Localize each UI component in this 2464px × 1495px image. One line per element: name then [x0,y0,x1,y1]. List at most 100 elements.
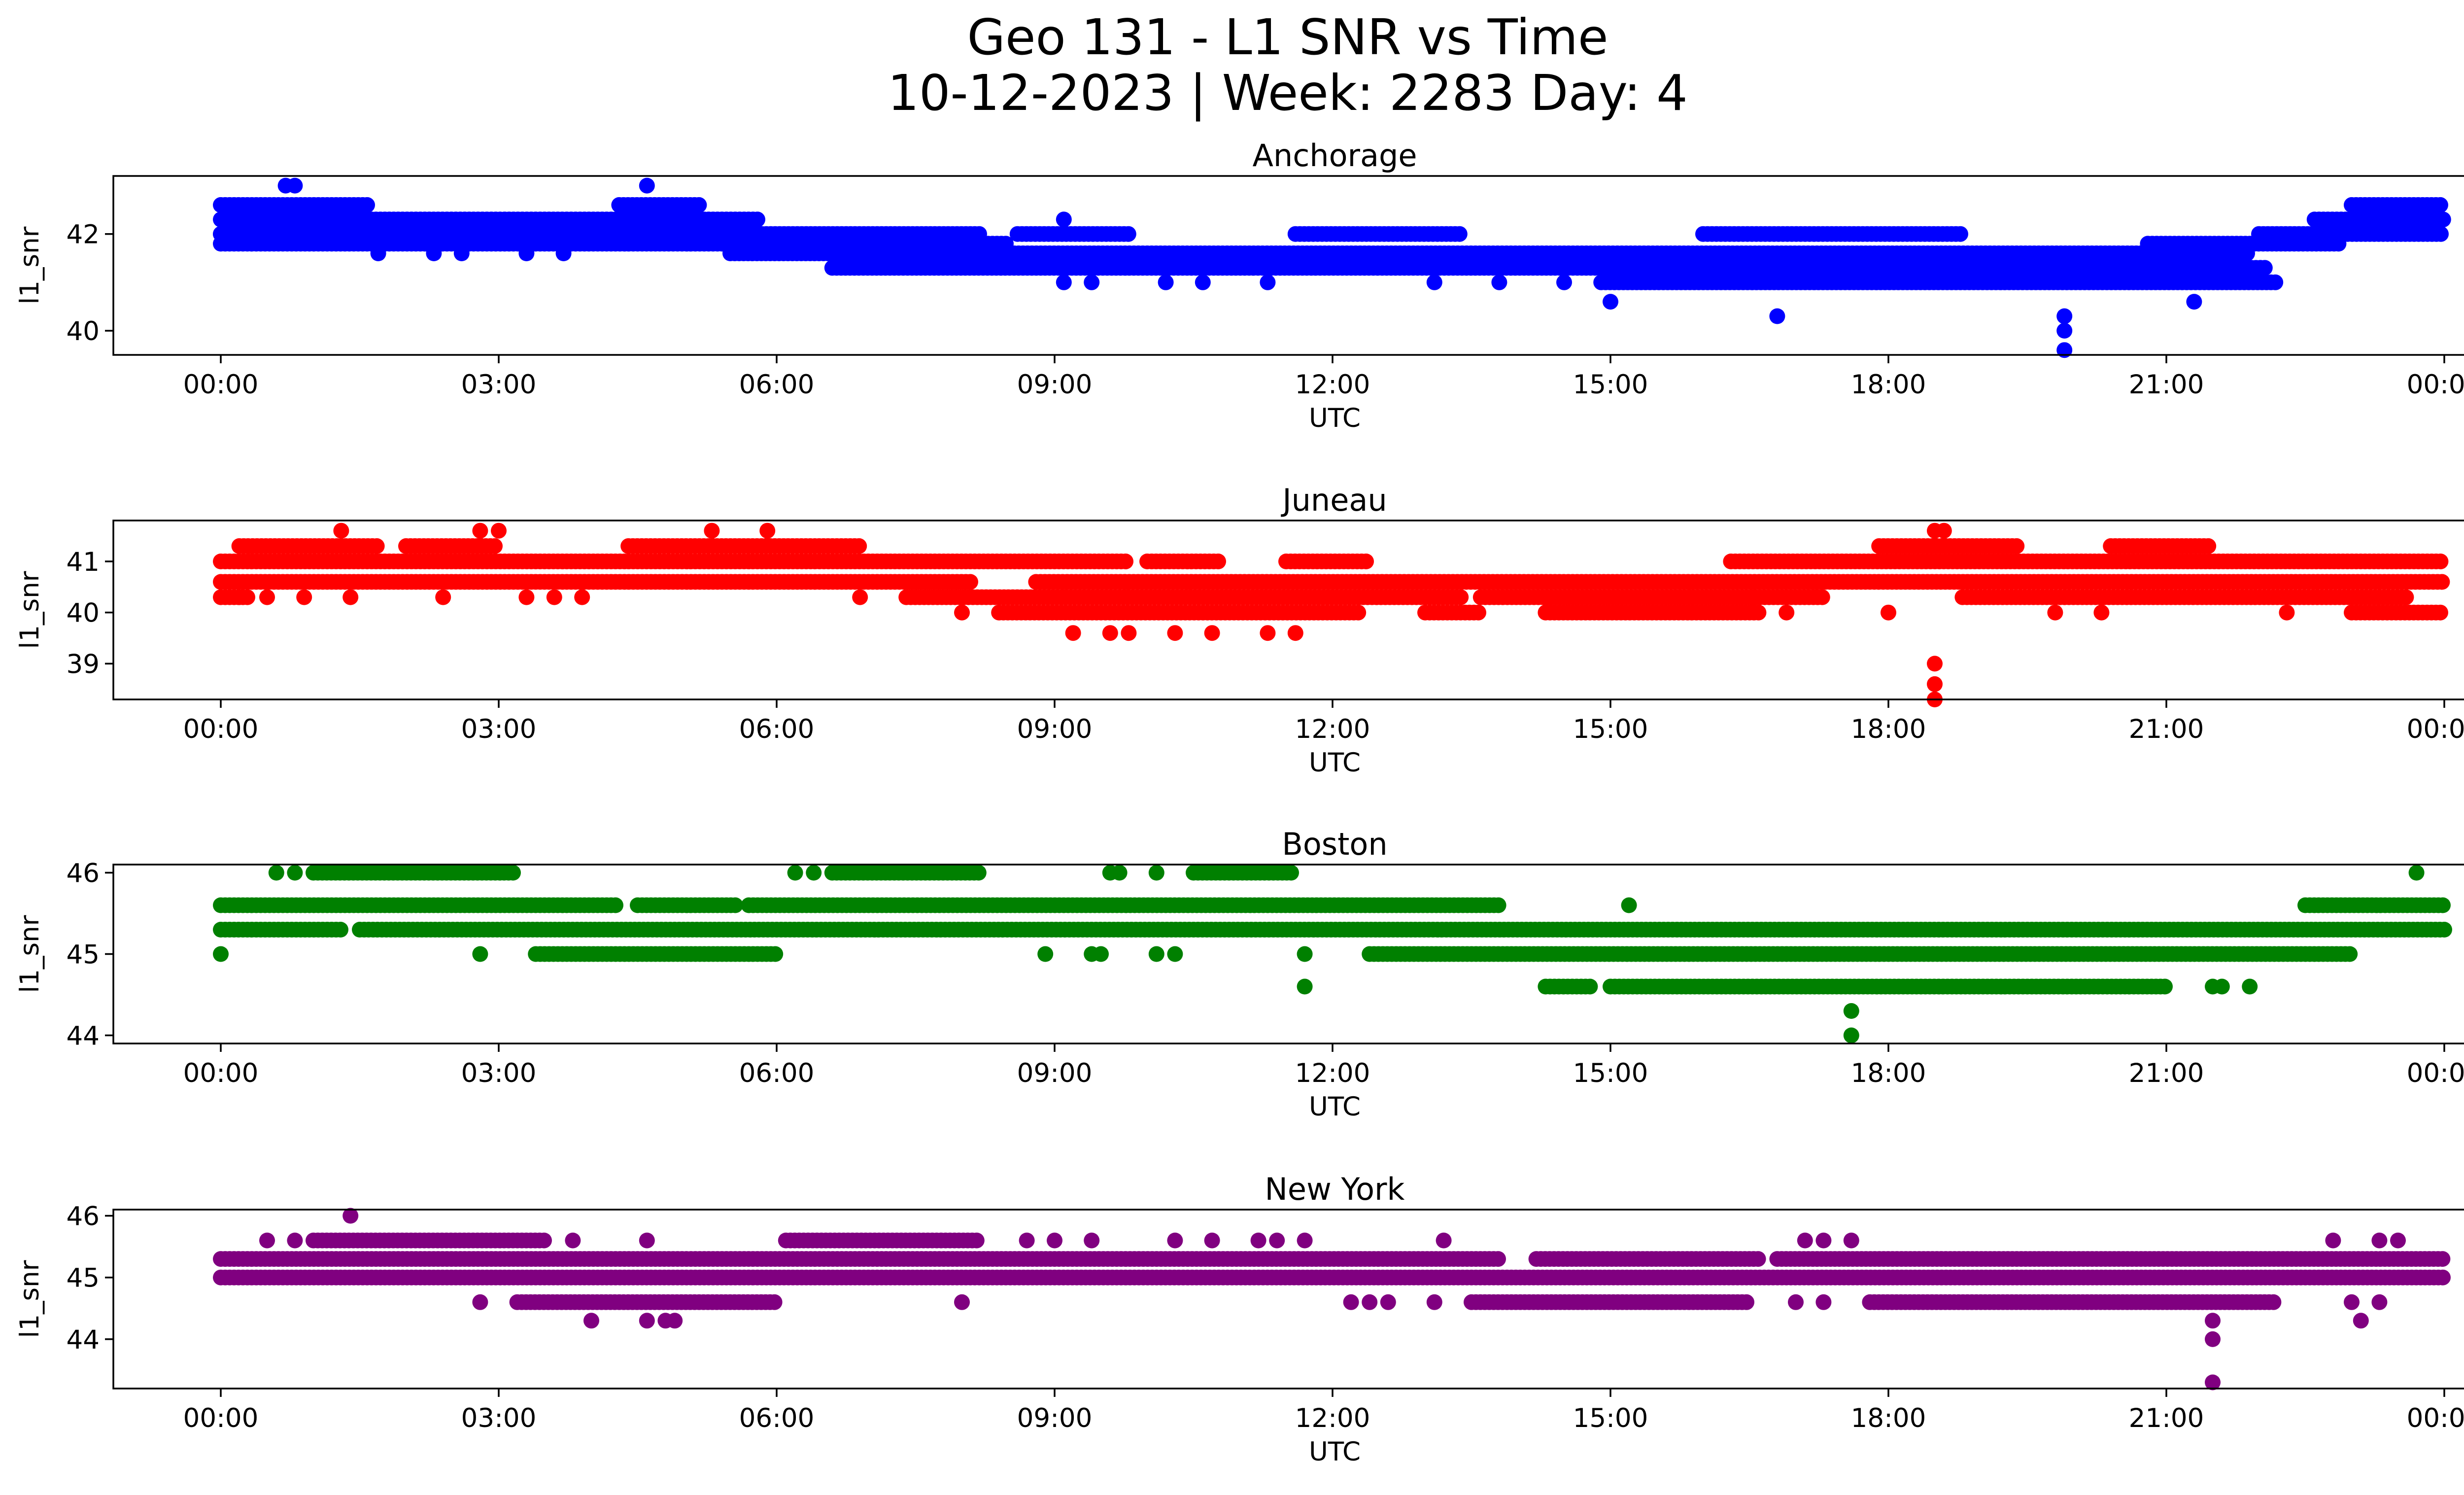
data-point [1283,865,1299,881]
data-point [1426,274,1442,290]
data-point [1121,625,1137,641]
data-point [2435,211,2451,228]
x-tick-label: 03:00 [461,1058,537,1088]
data-point [505,865,521,881]
data-point [359,197,375,213]
x-tick-label: 15:00 [1573,370,1648,400]
data-point [1204,625,1220,641]
data-point [333,522,349,539]
data-point [2239,245,2255,261]
data-point [691,197,707,213]
data-point [2435,897,2451,913]
data-point [555,245,572,261]
data-point [1287,625,1303,641]
data-point [1102,625,1118,641]
subplot-title: Boston [1282,826,1387,862]
data-point [962,574,978,590]
data-point [1843,1027,1859,1043]
y-tick-label: 44 [67,1021,100,1051]
x-tick-label: 06:00 [739,714,815,744]
data-point [2432,554,2449,569]
data-point [536,1232,552,1249]
x-tick-label: 00:00 [183,1058,259,1088]
marker-layer [213,177,2451,358]
x-tick-label: 12:00 [1295,1058,1370,1088]
data-point [1603,294,1618,310]
x-tick-label: 00:00 [183,714,259,744]
data-point [1297,978,1313,995]
data-point [491,522,507,539]
data-point [1582,978,1598,995]
data-point [1118,554,1133,569]
data-point [1167,625,1183,641]
data-point [2267,274,2284,290]
data-point [1927,656,1943,672]
data-point [954,604,970,621]
y-tick-label: 45 [67,940,100,970]
data-point [1843,1003,1859,1019]
x-tick-label: 03:00 [461,370,537,400]
y-tick-label: 46 [67,859,100,889]
x-tick-label: 09:00 [1017,1058,1093,1088]
data-point [1037,946,1054,962]
data-point [2434,574,2450,590]
data-point [2009,538,2025,554]
data-point [806,865,822,881]
data-point [472,946,488,962]
data-point [259,226,275,242]
data-point [2186,294,2202,310]
data-point [852,589,868,605]
x-tick-label: 21:00 [2129,370,2204,400]
subplots: Anchorage 00:00 03:00 06:00 09:00 12:00 15:00 1… [15,138,2464,1467]
data-point [213,226,229,242]
data-point [2214,978,2230,995]
data-point [259,589,275,605]
data-point [1471,604,1486,621]
data-point [1358,554,1374,569]
data-point [296,589,312,605]
data-point [704,522,720,539]
y-axis-label: l1_snr [15,226,45,304]
data-point [1297,946,1313,962]
x-tick-label: 00:00 [2407,370,2464,400]
data-point [750,211,765,228]
data-point [970,865,987,881]
data-point [1952,226,1968,242]
data-point [851,538,867,554]
y-axis-label: l1_snr [15,915,45,993]
data-point [1453,589,1469,605]
data-point [2342,946,2358,962]
x-tick-label: 00:00 [183,370,259,400]
data-point [546,589,562,605]
data-point [369,538,385,554]
data-point [2257,260,2273,276]
data-point [2047,604,2063,621]
data-point [1167,946,1183,962]
x-tick-label: 18:00 [1851,370,1926,400]
data-point [1779,604,1795,621]
data-point [1750,604,1767,621]
data-point [2157,978,2173,995]
x-tick-label: 21:00 [2129,714,2204,744]
data-point [518,589,535,605]
x-tick-label: 18:00 [1851,714,1926,744]
subplot-title: Anchorage [1252,138,1417,174]
x-tick-label: 06:00 [739,1058,815,1088]
data-point [1260,625,1276,641]
data-point [759,522,776,539]
data-point [608,897,623,913]
x-tick-label: 12:00 [1295,714,1370,744]
x-tick-label: 21:00 [2129,1058,2204,1088]
data-point [1158,274,1174,290]
data-point [727,897,743,913]
data-point [213,946,229,962]
data-point [1621,897,1637,913]
data-point [639,177,655,194]
x-tick-label: 09:00 [1017,714,1093,744]
data-point [287,865,303,881]
data-point [1556,274,1572,290]
data-point [1120,226,1136,242]
